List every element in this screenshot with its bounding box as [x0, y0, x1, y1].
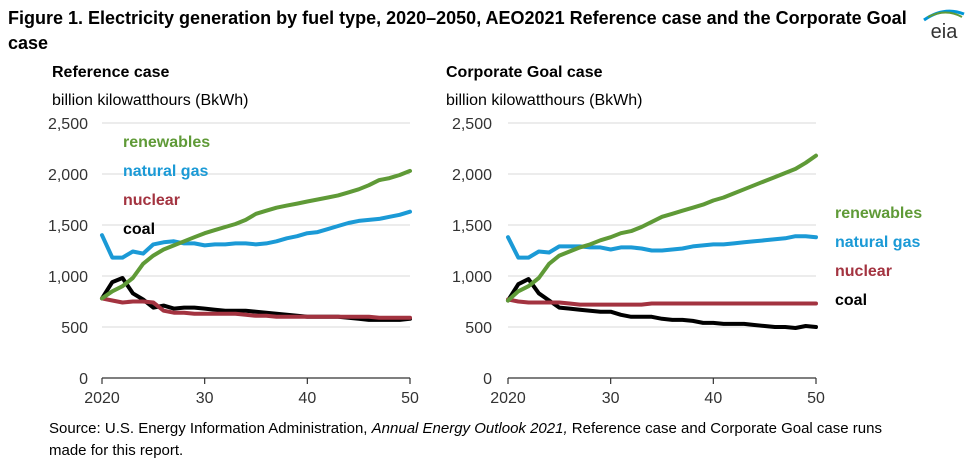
y-tick-label: 1,500	[48, 218, 88, 235]
source-italic: Annual Energy Outlook 2021,	[371, 420, 568, 437]
figure-title: Figure 1. Electricity generation by fuel…	[8, 8, 907, 53]
y-tick-label: 0	[79, 371, 88, 388]
x-tick-label: 50	[401, 390, 419, 407]
eia-logo: eia	[923, 9, 965, 42]
right-unit-label: billion kilowatthours (BkWh)	[446, 92, 643, 109]
y-tick-label: 1,000	[452, 269, 492, 286]
source-suffix: Reference case and Corporate Goal case r…	[49, 420, 882, 459]
corporate-goal-chart: 0 500 1,000 1,500 2,000 2,500 2020 30 40 50 renewa…	[452, 116, 922, 407]
right-panel-title: Corporate Goal case	[446, 64, 603, 81]
series-label-coal: coal	[835, 292, 867, 309]
series-line-coal	[506, 277, 818, 330]
y-tick-label: 1,500	[452, 218, 492, 235]
reference-case-chart: 0 500 1,000 1,500 2,000 2,500 2020 30 40 50 renewa…	[48, 116, 419, 407]
series-line-natural-gas	[506, 234, 818, 260]
x-tick-label: 40	[704, 390, 722, 407]
series-line-nuclear	[100, 296, 412, 320]
logo-text: eia	[931, 21, 959, 42]
x-tick-label: 2020	[84, 390, 120, 407]
y-tick-label: 2,000	[452, 167, 492, 184]
x-tick-label: 40	[298, 390, 316, 407]
source-prefix: Source: U.S. Energy Information Administ…	[49, 420, 372, 437]
left-unit-label: billion kilowatthours (BkWh)	[52, 92, 249, 109]
series-line-natural-gas	[100, 209, 412, 260]
series-label-renewables: renewables	[835, 205, 922, 222]
y-tick-label: 2,500	[48, 116, 88, 133]
series-label-nuclear: nuclear	[123, 192, 180, 209]
series-label-natural-gas: natural gas	[835, 234, 920, 251]
series-label-coal: coal	[123, 221, 155, 238]
y-tick-label: 500	[61, 320, 88, 337]
x-tick-label: 30	[196, 390, 214, 407]
y-tick-label: 2,500	[452, 116, 492, 133]
x-tick-label: 30	[602, 390, 620, 407]
logo-swoosh-green	[927, 11, 963, 18]
x-tick-label: 2020	[490, 390, 526, 407]
series-line-renewables	[100, 168, 412, 301]
series-label-natural-gas: natural gas	[123, 163, 208, 180]
x-tick-label: 50	[807, 390, 825, 407]
source-note: Source: U.S. Energy Information Administ…	[49, 418, 909, 462]
y-tick-label: 500	[465, 320, 492, 337]
left-panel-title: Reference case	[52, 64, 170, 81]
series-label-renewables: renewables	[123, 134, 210, 151]
series-line-nuclear	[506, 297, 818, 307]
series-line-coal	[100, 276, 412, 322]
y-tick-label: 1,000	[48, 269, 88, 286]
y-tick-label: 2,000	[48, 167, 88, 184]
logo-swoosh-blue	[923, 9, 965, 22]
series-line-renewables	[506, 153, 818, 303]
series-label-nuclear: nuclear	[835, 263, 892, 280]
y-tick-label: 0	[483, 371, 492, 388]
